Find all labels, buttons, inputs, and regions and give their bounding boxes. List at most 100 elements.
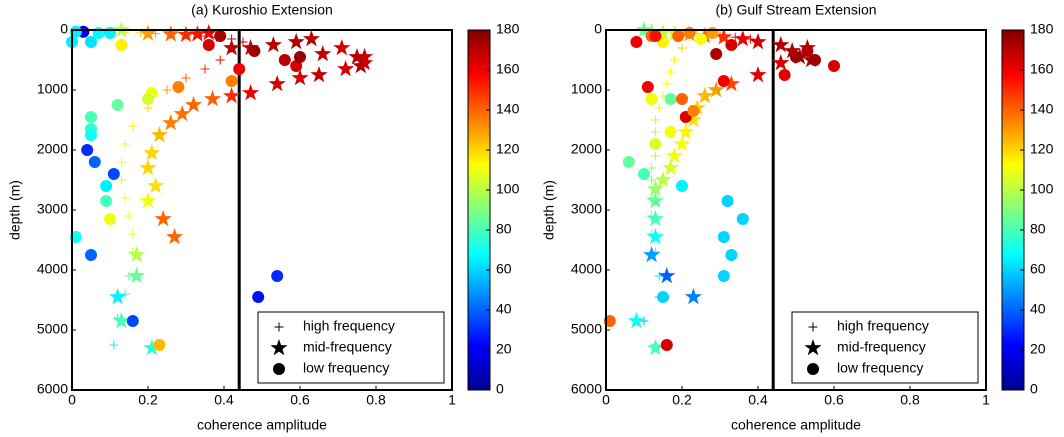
data-point (128, 267, 146, 284)
data-point (162, 85, 172, 95)
legend-marker (273, 363, 285, 375)
colorbar-tick-label: 140 (1030, 101, 1054, 117)
data-point (142, 93, 154, 105)
data-point (734, 30, 752, 47)
data-point (104, 213, 116, 225)
colorbar-tick-label: 100 (1030, 181, 1054, 197)
x-tick-label: 0 (68, 392, 76, 408)
legend-label: mid-frequency (303, 339, 392, 355)
colorbar-tick-label: 120 (1030, 141, 1054, 157)
y-axis-label: depth (m) (7, 180, 23, 240)
data-point (116, 175, 126, 185)
data-point (643, 246, 661, 263)
data-point (162, 114, 180, 131)
data-point (645, 93, 658, 105)
data-point (772, 54, 790, 71)
data-point (672, 30, 685, 42)
data-point (683, 27, 696, 39)
data-point (248, 45, 261, 57)
x-axis-label: coherence amplitude (731, 417, 861, 433)
data-point (647, 175, 657, 185)
data-point (721, 195, 734, 207)
data-point (627, 312, 645, 329)
y-axis-label: depth (m) (541, 180, 557, 240)
data-point (676, 93, 688, 105)
x-tick-label: 0.8 (366, 392, 386, 408)
data-point (271, 270, 284, 282)
colorbar-tick-label: 160 (496, 61, 520, 77)
data-point (646, 228, 664, 245)
x-tick-label: 0.2 (138, 392, 158, 408)
colorbar (467, 29, 491, 391)
data-point (665, 147, 683, 164)
data-point (172, 81, 185, 93)
data-point (666, 67, 676, 77)
colorbar-tick-label: 80 (496, 221, 512, 237)
y-tick-label: 1000 (571, 81, 602, 97)
data-point (223, 87, 241, 104)
data-point (677, 43, 687, 53)
data-point (185, 96, 203, 113)
legend-label: low frequency (837, 360, 923, 376)
legend-marker (804, 339, 822, 356)
x-tick-label: 0.6 (824, 392, 844, 408)
y-tick-label: 5000 (571, 321, 602, 337)
data-point (126, 315, 139, 327)
data-point (356, 54, 374, 71)
data-point (673, 135, 691, 152)
data-point (647, 163, 657, 173)
x-tick-label: 1 (982, 392, 990, 408)
data-point (646, 210, 664, 227)
data-point (641, 81, 654, 93)
data-point (233, 63, 246, 75)
chart-title: (a) Kuroshio Extension (191, 2, 333, 18)
data-point (696, 87, 714, 104)
data-point (188, 25, 206, 42)
x-tick-label: 0 (602, 392, 610, 408)
data-point (662, 159, 680, 176)
data-point (736, 213, 749, 225)
data-point (278, 54, 291, 66)
data-point (687, 105, 700, 117)
data-point (725, 39, 738, 51)
data-point (139, 159, 157, 176)
data-point (92, 27, 105, 39)
y-tick-label: 6000 (571, 381, 602, 397)
x-tick-label: 0.4 (748, 392, 768, 408)
data-point (85, 111, 97, 123)
data-point (268, 75, 286, 92)
data-point (139, 192, 157, 209)
data-point (181, 73, 191, 83)
y-tick-label: 2000 (571, 141, 602, 157)
data-point (717, 231, 730, 243)
colorbar-tick-label: 180 (1030, 21, 1054, 37)
y-tick-label: 6000 (37, 381, 68, 397)
data-point (214, 30, 227, 42)
data-point (294, 51, 306, 63)
y-tick-label: 3000 (37, 201, 68, 217)
data-point (115, 39, 128, 51)
data-point (348, 48, 366, 65)
data-point (333, 39, 351, 56)
data-point (85, 249, 97, 261)
data-point (291, 69, 309, 86)
data-point (809, 54, 821, 66)
data-point (646, 339, 664, 356)
data-point (725, 249, 738, 261)
colorbar-tick-label: 20 (1030, 341, 1046, 357)
colorbar-tick-label: 60 (496, 261, 512, 277)
data-point (153, 339, 166, 351)
data-point (649, 30, 662, 42)
data-point (264, 36, 282, 53)
colorbar-tick-label: 40 (496, 301, 512, 317)
data-point (147, 177, 165, 194)
data-point (150, 126, 168, 143)
data-point (302, 30, 320, 47)
data-point (85, 129, 97, 141)
data-point (166, 228, 184, 245)
legend-label: high frequency (837, 318, 929, 334)
legend-marker (808, 322, 818, 332)
data-point (657, 291, 669, 303)
data-point (695, 33, 707, 45)
